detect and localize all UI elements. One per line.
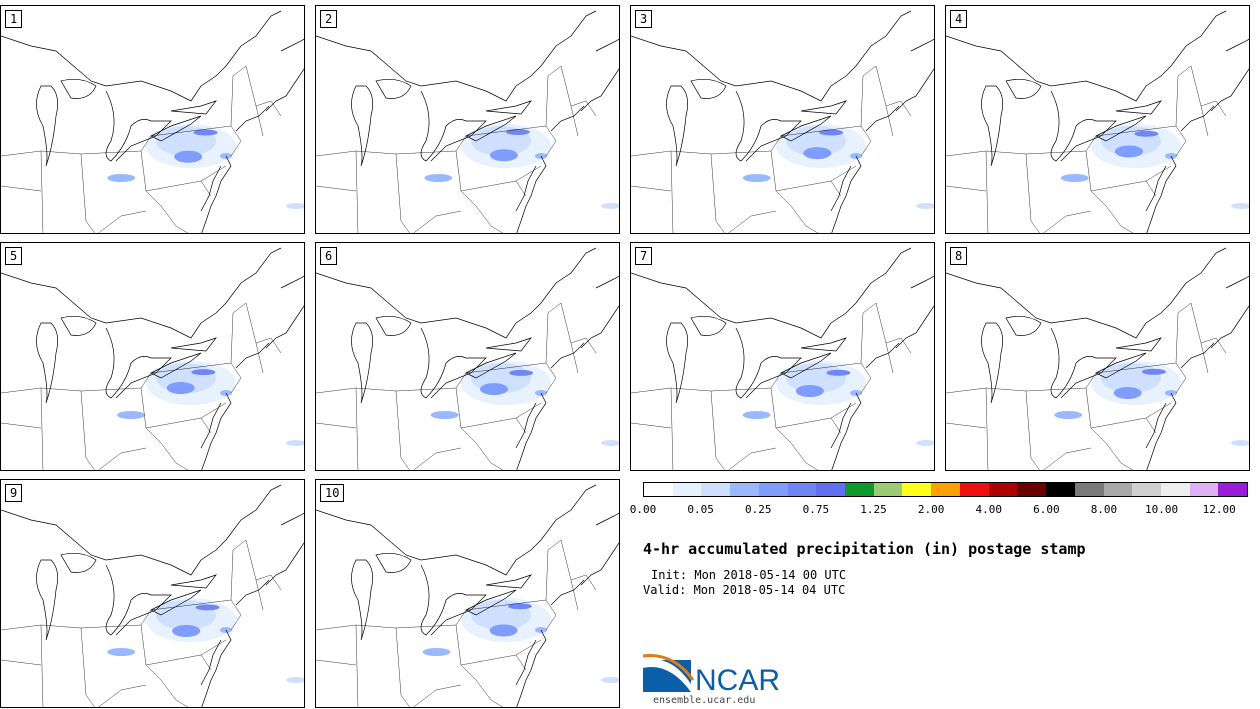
colorbar-tick-label: 4.00: [975, 503, 1002, 516]
ensemble-member-panel-9[interactable]: 9: [0, 479, 305, 708]
precip-shading: [107, 598, 304, 683]
ensemble-member-panel-1[interactable]: 1: [0, 5, 305, 234]
precip-shading: [107, 124, 304, 209]
member-number: 1: [5, 10, 23, 28]
colorbar-swatch-8: [873, 483, 903, 496]
colorbar-swatch-0: [644, 483, 673, 496]
colorbar-swatch-14: [1046, 483, 1075, 496]
colorbar-swatch-2: [701, 483, 731, 496]
colorbar-swatch-18: [1160, 483, 1190, 496]
member-number: 8: [950, 247, 968, 265]
coastlines: [631, 247, 934, 470]
map-canvas: [316, 247, 619, 470]
state-borders: [946, 302, 1227, 470]
state-borders: [1, 539, 282, 707]
state-borders: [1, 65, 282, 233]
colorbar-swatch-6: [816, 483, 846, 496]
logo-text: NCAR: [695, 664, 780, 696]
colorbar-swatch-9: [902, 483, 932, 496]
colorbar-swatch-16: [1103, 483, 1133, 496]
colorbar-swatch-12: [988, 483, 1018, 496]
ensemble-member-panel-7[interactable]: 7: [630, 242, 935, 471]
member-number: 4: [950, 10, 968, 28]
member-number: 3: [635, 10, 653, 28]
precip-shading: [424, 124, 619, 209]
member-number: 2: [320, 10, 338, 28]
chart-title: 4-hr accumulated precipitation (in) post…: [643, 540, 1086, 558]
coastlines: [316, 484, 619, 707]
colorbar-swatch-5: [787, 483, 817, 496]
state-borders: [316, 302, 597, 470]
colorbar-swatch-10: [931, 483, 960, 496]
member-number: 6: [320, 247, 338, 265]
member-number: 9: [5, 484, 23, 502]
coastlines: [946, 10, 1249, 233]
colorbar-tick-label: 0.75: [802, 503, 830, 516]
colorbar-tick-label: 1.25: [860, 503, 887, 516]
colorbar-tick-label: 6.00: [1033, 503, 1060, 516]
coastlines: [316, 247, 619, 470]
map-canvas: [631, 10, 934, 233]
map-canvas: [946, 247, 1249, 470]
site-url[interactable]: ensemble.ucar.edu: [653, 695, 756, 706]
member-number: 7: [635, 247, 653, 265]
ensemble-member-panel-3[interactable]: 3: [630, 5, 935, 234]
coastlines: [1, 247, 304, 470]
colorbar-swatch-7: [845, 483, 874, 496]
coastlines: [631, 10, 934, 233]
colorbar-tick-label: 8.00: [1090, 503, 1118, 516]
colorbar-tick-label: 0.25: [744, 503, 772, 516]
colorbar-tick-label: 2.00: [917, 503, 945, 516]
init-time: Init: Mon 2018-05-14 00 UTC: [651, 568, 847, 582]
colorbar-swatch-11: [959, 483, 989, 496]
map-canvas: [1, 10, 304, 233]
map-canvas: [946, 10, 1249, 233]
ensemble-member-panel-10[interactable]: 10: [315, 479, 620, 708]
ensemble-member-panel-8[interactable]: 8: [945, 242, 1250, 471]
precip-shading: [422, 598, 619, 683]
colorbar-tick-label: 12.00: [1202, 503, 1236, 516]
state-borders: [946, 65, 1227, 233]
precipitation-colorbar: [643, 482, 1248, 497]
colorbar-swatch-1: [672, 483, 702, 496]
colorbar-tick-label: 0.00: [629, 503, 657, 516]
colorbar-swatch-15: [1074, 483, 1104, 496]
map-canvas: [631, 247, 934, 470]
member-number: 10: [320, 484, 345, 502]
ensemble-member-panel-5[interactable]: 5: [0, 242, 305, 471]
precip-shading: [742, 361, 934, 446]
colorbar-tick-label: 10.00: [1145, 503, 1179, 516]
colorbar-swatch-4: [758, 483, 788, 496]
state-borders: [316, 539, 597, 707]
valid-time: Valid: Mon 2018-05-14 04 UTC: [643, 583, 846, 597]
colorbar-swatch-13: [1017, 483, 1047, 496]
coastlines: [1, 484, 304, 707]
coastlines: [1, 10, 304, 233]
state-borders: [1, 302, 282, 470]
state-borders: [316, 65, 597, 233]
coastlines: [946, 247, 1249, 470]
ensemble-member-panel-6[interactable]: 6: [315, 242, 620, 471]
map-canvas: [1, 484, 304, 707]
ncar-logo: NCAR: [642, 654, 803, 697]
ensemble-member-panel-4[interactable]: 4: [945, 5, 1250, 234]
colorbar-tick-label: 0.05: [687, 503, 714, 516]
state-borders: [631, 302, 912, 470]
precip-shading: [1060, 124, 1249, 209]
precip-shading: [116, 361, 304, 446]
member-number: 5: [5, 247, 23, 265]
colorbar-swatch-19: [1189, 483, 1219, 496]
map-canvas: [1, 247, 304, 470]
map-canvas: [316, 484, 619, 707]
precip-shading: [1054, 361, 1249, 446]
colorbar-swatch-20: [1218, 483, 1248, 496]
state-borders: [631, 65, 912, 233]
coastlines: [316, 10, 619, 233]
ensemble-member-panel-2[interactable]: 2: [315, 5, 620, 234]
precip-shading: [430, 361, 619, 446]
colorbar-swatch-3: [730, 483, 759, 496]
colorbar-swatch-17: [1132, 483, 1161, 496]
map-canvas: [316, 10, 619, 233]
